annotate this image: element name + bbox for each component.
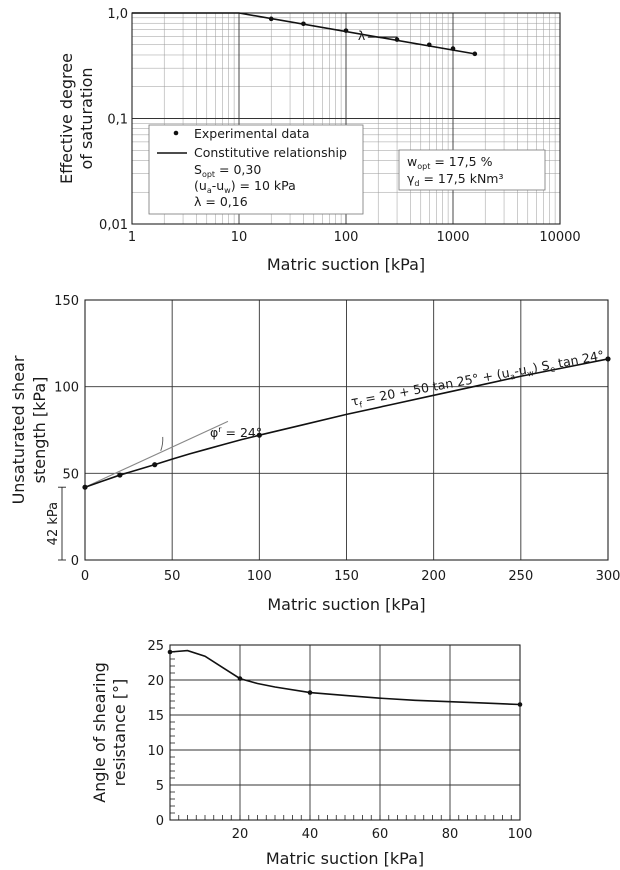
x-tick-label: 80 xyxy=(442,827,459,842)
data-point xyxy=(152,462,158,468)
y-tick-label: 0,1 xyxy=(107,113,128,128)
equation-label: τf​ = 20 + 50 tan 25° + (ua​-uw​) Se​ ta… xyxy=(350,347,606,411)
y-tick-label: 10 xyxy=(147,744,164,759)
y-tick-label: 25 xyxy=(147,639,164,654)
plot-frame xyxy=(84,299,609,561)
data-point xyxy=(268,16,274,22)
data-point xyxy=(117,472,123,478)
x-tick-label: 10 xyxy=(231,230,248,245)
x-tick-label: 10000 xyxy=(539,230,580,245)
x-tick-label: 20 xyxy=(232,827,249,842)
info-water-content: wopt​ = 17,5 % xyxy=(407,154,493,171)
data-point xyxy=(450,46,456,51)
y-tick-label: 5 xyxy=(156,779,164,794)
x-tick-label: 0 xyxy=(81,569,89,584)
data-point xyxy=(256,432,262,438)
chart-saturation-vs-suction: 1 10 100 1000 10000 0,01 0,1 1,0 λ Experimental d… xyxy=(57,7,581,274)
plot-frame xyxy=(131,12,561,225)
y-tick-label: 50 xyxy=(62,467,79,482)
x-tick-label: 100 xyxy=(247,569,272,584)
phi-r-label: φr​ = 24° xyxy=(210,425,262,440)
x-tick-label: 200 xyxy=(421,569,446,584)
x-tick-label: 150 xyxy=(334,569,359,584)
data-point xyxy=(167,649,173,655)
x-axis-label: Matric suction [kPa] xyxy=(266,849,424,868)
y-tick-label: 0 xyxy=(156,814,164,829)
y-axis-label-line2: of saturation xyxy=(77,67,96,169)
y-tick-label: 100 xyxy=(54,381,79,396)
data-point xyxy=(301,21,306,27)
y-axis-label-line1: Angle of shearing xyxy=(90,662,109,803)
legend-param-s-opt: Sopt​ = 0,30 xyxy=(194,162,261,179)
x-tick-label: 1000 xyxy=(436,230,469,245)
x-tick-label: 40 xyxy=(302,827,319,842)
y-axis-label-line1: Unsaturated shear xyxy=(9,355,28,504)
x-tick-label: 60 xyxy=(372,827,389,842)
tangent-line xyxy=(84,420,229,488)
y-tick-label: 15 xyxy=(147,709,164,724)
data-point xyxy=(307,690,313,695)
y-tick-label: 20 xyxy=(147,674,164,689)
legend-entry-constitutive: Constitutive relationship xyxy=(194,145,347,160)
y-axis-label-line1: Effective degree xyxy=(57,53,76,184)
y-axis-label-line2: stength [kPa] xyxy=(30,377,49,484)
y-tick-label: 0 xyxy=(71,554,79,569)
legend-box xyxy=(148,124,364,215)
x-tick-label: 1 xyxy=(128,230,136,245)
dimension-label: 42 kPa xyxy=(46,502,61,545)
slope-label: λ xyxy=(358,28,366,43)
x-tick-label: 50 xyxy=(164,569,181,584)
shearing-angle-curve xyxy=(169,649,521,706)
chart-shearing-angle-vs-suction: 20 40 60 80 100 0 5 10 15 20 25 Matric suction [kPa… xyxy=(90,639,532,868)
plot-frame xyxy=(169,644,521,821)
data-point xyxy=(237,676,243,681)
data-point xyxy=(343,28,349,33)
data-point xyxy=(82,484,88,490)
shear-strength-curve xyxy=(84,358,609,488)
data-point xyxy=(472,51,478,57)
chart-shear-strength-vs-suction: 0 50 100 150 200 250 300 50 100 150 φr​ = 24° τf​ =… xyxy=(9,294,620,614)
slope-triangle xyxy=(367,36,398,40)
data-point xyxy=(426,42,432,48)
legend-entry-experimental: Experimental data xyxy=(194,126,310,141)
data-point xyxy=(605,356,611,362)
x-axis-label: Matric suction [kPa] xyxy=(267,255,425,274)
y-axis-label-line2: resistance [°] xyxy=(110,679,129,787)
legend-point-marker xyxy=(173,130,179,136)
y-tick-label: 150 xyxy=(54,294,79,309)
x-tick-label: 300 xyxy=(596,569,620,584)
info-dry-unit-weight: γd​ = 17,5 kNm³ xyxy=(407,171,504,188)
legend-param-lambda: λ = 0,16 xyxy=(194,194,248,209)
y-tick-label: 1,0 xyxy=(107,7,128,22)
x-axis-label: Matric suction [kPa] xyxy=(267,595,425,614)
x-tick-label: 100 xyxy=(334,230,359,245)
x-tick-label: 250 xyxy=(508,569,533,584)
data-point xyxy=(517,702,523,707)
y-tick-label: 0,01 xyxy=(99,218,128,233)
legend-param-air-entry: (ua​-uw​) = 10 kPa xyxy=(194,178,296,195)
x-tick-label: 100 xyxy=(508,827,533,842)
info-box xyxy=(398,149,546,191)
angle-arc xyxy=(160,436,164,451)
